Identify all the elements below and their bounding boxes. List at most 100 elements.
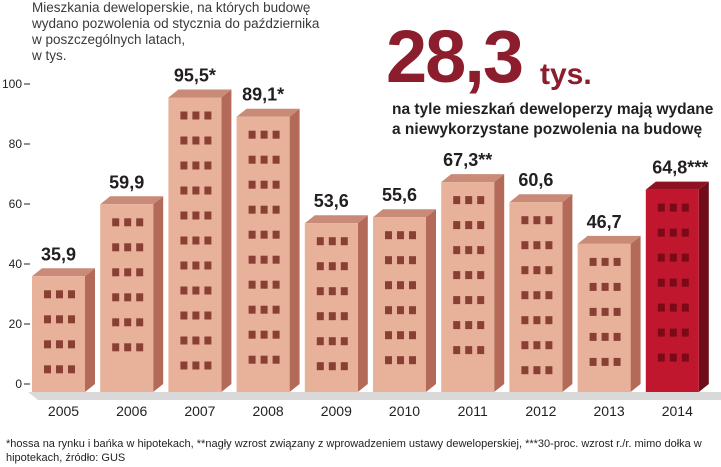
bar-window — [681, 278, 689, 287]
bar-window — [328, 237, 336, 246]
bar-window — [453, 271, 461, 280]
bar-window — [192, 111, 200, 120]
bar-window — [192, 261, 200, 270]
x-tick-label: 2011 — [458, 403, 488, 419]
bar-window — [601, 357, 609, 366]
bar-window — [657, 228, 665, 237]
bar-window — [328, 262, 336, 271]
bar-window — [248, 280, 256, 289]
bar-window — [272, 205, 280, 214]
bar-window — [112, 218, 120, 227]
x-tick-label: 2012 — [525, 403, 556, 419]
data-label: 95,5* — [174, 66, 216, 86]
bar-window — [180, 186, 188, 195]
bar-window — [204, 211, 212, 220]
bar-window — [248, 355, 256, 364]
bar-window — [56, 365, 63, 374]
bar-window — [192, 236, 200, 245]
bar-window — [409, 356, 416, 365]
bar-window — [112, 293, 120, 302]
bar-window — [385, 231, 392, 240]
bar-window — [477, 296, 485, 305]
y-tick-label: 20 — [9, 317, 23, 331]
bar-window — [272, 305, 280, 314]
bar-window — [248, 130, 256, 139]
bar — [373, 217, 426, 392]
bar-window — [248, 230, 256, 239]
bar-window — [453, 321, 461, 330]
bar-window — [260, 230, 268, 239]
bar-window — [613, 357, 621, 366]
bar-window — [453, 221, 461, 230]
bar-building — [32, 268, 95, 392]
bar-window — [397, 331, 404, 340]
bar-window — [260, 330, 268, 339]
bar-window — [385, 281, 392, 290]
bar-window — [657, 303, 665, 312]
bar-window — [316, 287, 324, 296]
bar-window — [328, 337, 336, 346]
bar-window — [397, 356, 404, 365]
bar-roof — [373, 209, 436, 218]
bar-window — [180, 361, 188, 370]
bar-window — [465, 296, 473, 305]
bar-window — [328, 287, 336, 296]
bar-window — [124, 268, 132, 277]
bar-window — [68, 365, 75, 374]
bar-window — [180, 161, 188, 170]
bar-window — [681, 353, 689, 362]
bar-window — [465, 346, 473, 355]
bar-window — [453, 196, 461, 205]
bar-window — [465, 221, 473, 230]
bar-window — [613, 307, 621, 316]
bar-window — [533, 241, 541, 250]
bar-roof — [32, 268, 95, 277]
bar-window — [180, 336, 188, 345]
bar-window — [669, 303, 677, 312]
bar-window — [44, 315, 51, 324]
bar-window — [340, 262, 348, 271]
bar-window — [613, 257, 621, 266]
bar-window — [589, 357, 597, 366]
bar-window — [192, 186, 200, 195]
bar-window — [260, 205, 268, 214]
data-label: 35,9 — [41, 244, 76, 264]
bar-window — [204, 111, 212, 120]
bar-window — [260, 155, 268, 164]
bar-window — [385, 331, 392, 340]
bar-window — [521, 291, 529, 300]
bar-window — [657, 328, 665, 337]
x-tick-label: 2006 — [116, 403, 147, 419]
y-tick-label: 100 — [2, 77, 22, 91]
bar-window — [385, 306, 392, 315]
bar-window — [204, 361, 212, 370]
bar-window — [272, 180, 280, 189]
bar-building — [577, 235, 641, 392]
data-label: 46,7 — [587, 212, 622, 232]
bar-window — [589, 257, 597, 266]
bar-window — [180, 211, 188, 220]
bar-window — [260, 255, 268, 264]
x-tick-label: 2014 — [662, 403, 693, 419]
bar-window — [521, 316, 529, 325]
bar-window — [533, 216, 541, 225]
bar-window — [465, 196, 473, 205]
bar-building — [441, 174, 505, 392]
bar-window — [192, 211, 200, 220]
bar-window — [204, 336, 212, 345]
bar-roof — [100, 196, 164, 205]
x-tick-label: 2009 — [321, 403, 352, 419]
headline-description: na tyle mieszkań deweloperzy mają wydane… — [392, 101, 714, 138]
bar-window — [397, 281, 404, 290]
bar-window — [124, 318, 132, 327]
bar-window — [56, 340, 63, 349]
bar — [441, 182, 495, 392]
y-tick-label: 40 — [9, 257, 23, 271]
bar-window — [681, 228, 689, 237]
bar-window — [136, 243, 144, 252]
bar-window — [180, 261, 188, 270]
x-tick-label: 2013 — [594, 403, 625, 419]
bar-side — [562, 194, 573, 392]
bar-window — [453, 346, 461, 355]
bar-window — [192, 336, 200, 345]
